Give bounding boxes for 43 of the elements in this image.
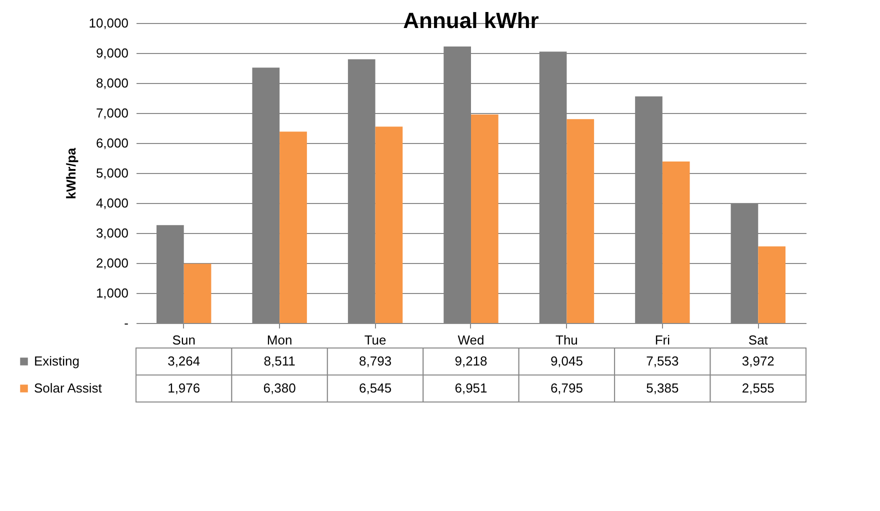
- x-tick-label: Fri: [654, 332, 670, 348]
- x-tick-label: Sat: [748, 332, 768, 348]
- data-label: 3,264: [168, 354, 200, 368]
- y-tick-label: 8,000: [96, 76, 128, 90]
- bar: [662, 161, 690, 323]
- legend-label: Existing: [34, 354, 80, 368]
- x-tick-label: Thu: [556, 332, 578, 348]
- y-tick-label: -: [124, 316, 128, 330]
- bar: [375, 126, 403, 323]
- data-label: 8,793: [359, 354, 392, 368]
- data-label: 7,553: [646, 354, 679, 368]
- bar: [471, 114, 498, 323]
- data-label: 6,795: [550, 380, 583, 396]
- bar: [758, 246, 786, 323]
- data-label: 6,380: [263, 380, 296, 396]
- data-label: 9,218: [454, 354, 488, 368]
- x-tick-label: Sun: [172, 332, 196, 348]
- y-tick-label: 5,000: [96, 166, 128, 180]
- data-label: 9,045: [550, 354, 583, 368]
- data-label: 6,951: [454, 380, 488, 396]
- chart-title: Annual kWhr: [403, 8, 540, 33]
- data-label: 8,511: [264, 354, 296, 368]
- y-tick-label: 1,000: [96, 286, 128, 300]
- data-label: 6,545: [359, 380, 392, 396]
- data-label: 5,385: [646, 380, 679, 396]
- data-label: 2,555: [742, 380, 774, 396]
- x-tick-label: Mon: [266, 332, 292, 348]
- y-tick-label: 3,000: [96, 226, 128, 240]
- x-tick-label: Wed: [458, 332, 484, 348]
- legend-label: Solar Assist: [34, 380, 102, 396]
- y-axis-title: kWhr/pa: [64, 147, 79, 200]
- y-tick-label: 10,000: [88, 16, 128, 30]
- data-label: 1,976: [168, 380, 200, 396]
- bar: [566, 119, 594, 323]
- y-tick-label: 9,000: [96, 46, 128, 60]
- bar: [280, 132, 307, 323]
- y-tick-label: 7,000: [96, 106, 128, 120]
- bar: [184, 264, 212, 323]
- x-tick-label: Tue: [364, 332, 386, 348]
- data-label: 3,972: [742, 354, 774, 368]
- y-tick-label: 2,000: [96, 256, 128, 270]
- y-tick-label: 6,000: [96, 136, 128, 150]
- y-tick-label: 4,000: [96, 196, 128, 210]
